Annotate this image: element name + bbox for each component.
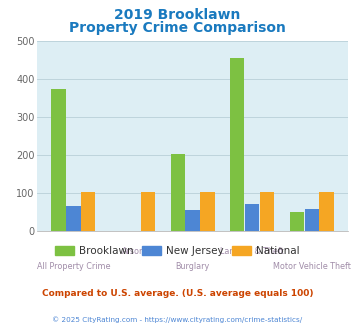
Bar (170, 154, 185, 231)
Bar (51, 89, 66, 231)
Legend: Brooklawn, New Jersey, National: Brooklawn, New Jersey, National (51, 242, 304, 260)
Text: Motor Vehicle Theft: Motor Vehicle Theft (273, 262, 351, 271)
Bar (141, 192, 155, 231)
Text: © 2025 CityRating.com - https://www.cityrating.com/crime-statistics/: © 2025 CityRating.com - https://www.city… (53, 316, 302, 323)
Text: Property Crime Comparison: Property Crime Comparison (69, 21, 286, 35)
Text: Larceny & Theft: Larceny & Theft (220, 248, 284, 256)
Bar (260, 192, 274, 231)
Bar (245, 204, 259, 231)
Bar (81, 192, 95, 231)
Bar (185, 210, 200, 231)
Text: 2019 Brooklawn: 2019 Brooklawn (114, 8, 241, 22)
Bar (230, 58, 245, 231)
Text: Compared to U.S. average. (U.S. average equals 100): Compared to U.S. average. (U.S. average … (42, 289, 313, 298)
Bar (305, 209, 319, 231)
Bar (200, 192, 215, 231)
Text: Arson: Arson (121, 248, 144, 256)
Bar (66, 206, 81, 231)
Bar (320, 192, 334, 231)
Text: Burglary: Burglary (175, 262, 210, 271)
Bar (290, 212, 304, 231)
Text: All Property Crime: All Property Crime (37, 262, 110, 271)
